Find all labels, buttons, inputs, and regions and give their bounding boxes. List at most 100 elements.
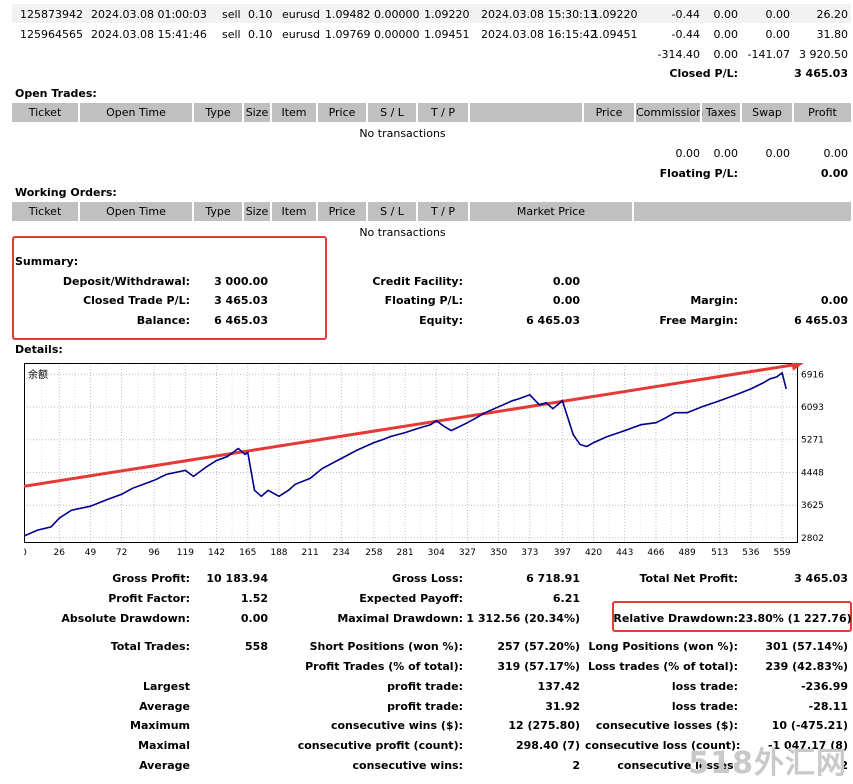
average-label: Average xyxy=(139,700,190,713)
trend-arrow-head xyxy=(791,363,804,371)
closed-close-price-2: 1.09451 xyxy=(592,28,638,41)
closed-total-taxes: 0.00 xyxy=(713,48,739,61)
y-tick-label: 6916 xyxy=(801,370,824,380)
summary-floating-label: Floating P/L: xyxy=(384,294,463,307)
profit-factor-label: Profit Factor: xyxy=(108,592,190,605)
x-tick-label: 119 xyxy=(177,548,194,558)
max-drawdown-label: Maximal Drawdown: xyxy=(337,612,463,625)
closed-pl-value: 3 465.03 xyxy=(794,67,848,80)
col-price: Price xyxy=(328,106,356,119)
avg-losses-value: 2 xyxy=(840,759,848,772)
short-positions-value: 257 (57.20%) xyxy=(497,640,580,653)
closed-trade-pl-label: Closed Trade P/L: xyxy=(83,294,190,307)
y-tick-label: 4448 xyxy=(801,468,824,478)
closed-ticket-2: 125964565 xyxy=(20,28,83,41)
x-tick-label: 489 xyxy=(679,548,696,558)
closed-sl-2: 0.00000 xyxy=(374,28,420,41)
closed-trade-row-bg xyxy=(12,4,851,23)
max-profit-label: consecutive profit (count): xyxy=(297,739,463,752)
open-total-commission: 0.00 xyxy=(675,147,701,160)
balance-chart: 余额 2802 3625 4448 5271 6093 6916 0 26 49 72 96 119… xyxy=(24,363,849,563)
x-tick-label: 96 xyxy=(148,548,160,558)
gross-profit-label: Gross Profit: xyxy=(112,572,190,585)
open-trades-title: Open Trades: xyxy=(15,87,97,100)
closed-ticket-1: 125873942 xyxy=(20,8,83,21)
max-losses-label: consecutive losses ($): xyxy=(595,719,738,732)
x-tick-label: 304 xyxy=(428,548,445,558)
gross-loss-value: 6 718.91 xyxy=(526,572,580,585)
col-commission: Commission xyxy=(636,106,704,119)
x-tick-label: 559 xyxy=(773,548,790,558)
balance-label: Balance: xyxy=(136,314,190,327)
largest-loss-label: loss trade: xyxy=(671,680,738,693)
col-item: Item xyxy=(281,106,307,119)
x-tick-label: 466 xyxy=(647,548,664,558)
credit-label: Credit Facility: xyxy=(372,275,463,288)
wo-col-item: Item xyxy=(281,205,307,218)
open-total-profit: 0.00 xyxy=(823,147,849,160)
max-profit-value: 298.40 (7) xyxy=(516,739,580,752)
total-trades-value: 558 xyxy=(245,640,268,653)
open-total-taxes: 0.00 xyxy=(713,147,739,160)
closed-sl-1: 0.00000 xyxy=(374,8,420,21)
x-tick-label: 72 xyxy=(116,548,127,558)
total-net-label: Total Net Profit: xyxy=(639,572,739,585)
col-open-time: Open Time xyxy=(106,106,166,119)
gross-profit-value: 10 183.94 xyxy=(206,572,268,585)
max-wins-label: consecutive wins ($): xyxy=(330,719,463,732)
x-tick-label: 327 xyxy=(459,548,476,558)
summary-title: Summary: xyxy=(15,255,79,268)
chart-y-ticks: 2802 3625 4448 5271 6093 6916 xyxy=(801,370,824,544)
x-tick-label: 211 xyxy=(302,548,319,558)
x-tick-label: 513 xyxy=(711,548,728,558)
profit-trades-value: 319 (57.17%) xyxy=(497,660,580,673)
working-orders-title: Working Orders: xyxy=(15,186,117,199)
closed-close-price-1: 1.09220 xyxy=(592,8,638,21)
x-tick-label: 142 xyxy=(208,548,225,558)
free-margin-label: Free Margin: xyxy=(659,314,738,327)
col-tp: T / P xyxy=(430,106,456,119)
average2-label: Average xyxy=(139,759,190,772)
balance-series-line xyxy=(24,371,787,537)
rel-drawdown-value: 23.80% (1 227.76) xyxy=(738,612,852,625)
closed-taxes-2: 0.00 xyxy=(713,28,739,41)
trend-arrow-line xyxy=(24,363,797,488)
wo-col-open-time: Open Time xyxy=(106,205,166,218)
avg-profit-label: profit trade: xyxy=(387,700,463,713)
x-tick-label: 234 xyxy=(333,548,350,558)
deposit-value: 3 000.00 xyxy=(214,275,268,288)
y-tick-label: 5271 xyxy=(801,436,824,446)
x-tick-label: 188 xyxy=(270,548,287,558)
summary-floating-value: 0.00 xyxy=(552,294,580,307)
x-tick-label: 0 xyxy=(24,548,27,558)
profit-factor-value: 1.52 xyxy=(240,592,268,605)
avg-wins-label: consecutive wins: xyxy=(352,759,463,772)
closed-tp-1: 1.09220 xyxy=(424,8,470,21)
abs-drawdown-value: 0.00 xyxy=(240,612,268,625)
col-sl: S / L xyxy=(380,106,404,119)
wo-col-sl: S / L xyxy=(380,205,404,218)
col-profit: Profit xyxy=(808,106,837,119)
long-positions-label: Long Positions (won %): xyxy=(588,640,738,653)
profit-trades-label: Profit Trades (% of total): xyxy=(305,660,463,673)
closed-item-2: eurusd xyxy=(282,28,320,41)
x-tick-label: 49 xyxy=(85,548,97,558)
equity-label: Equity: xyxy=(419,314,463,327)
x-tick-label: 397 xyxy=(554,548,571,558)
y-tick-label: 2802 xyxy=(801,534,824,544)
floating-pl-value: 0.00 xyxy=(820,167,848,180)
closed-swap-2: 0.00 xyxy=(765,28,791,41)
loss-trades-label: Loss trades (% of total): xyxy=(587,660,738,673)
open-trades-empty: No transactions xyxy=(359,127,446,140)
closed-price-2: 1.09769 xyxy=(325,28,371,41)
y-tick-label: 6093 xyxy=(801,403,824,413)
col-price2: Price xyxy=(595,106,623,119)
x-tick-label: 165 xyxy=(239,548,256,558)
credit-value: 0.00 xyxy=(552,275,580,288)
closed-close-time-1: 2024.03.08 15:30:13 xyxy=(481,8,597,21)
x-tick-label: 26 xyxy=(54,548,66,558)
x-tick-label: 420 xyxy=(585,548,602,558)
closed-type-1: sell xyxy=(222,8,241,21)
details-title: Details: xyxy=(15,343,63,356)
col-swap: Swap xyxy=(752,106,782,119)
